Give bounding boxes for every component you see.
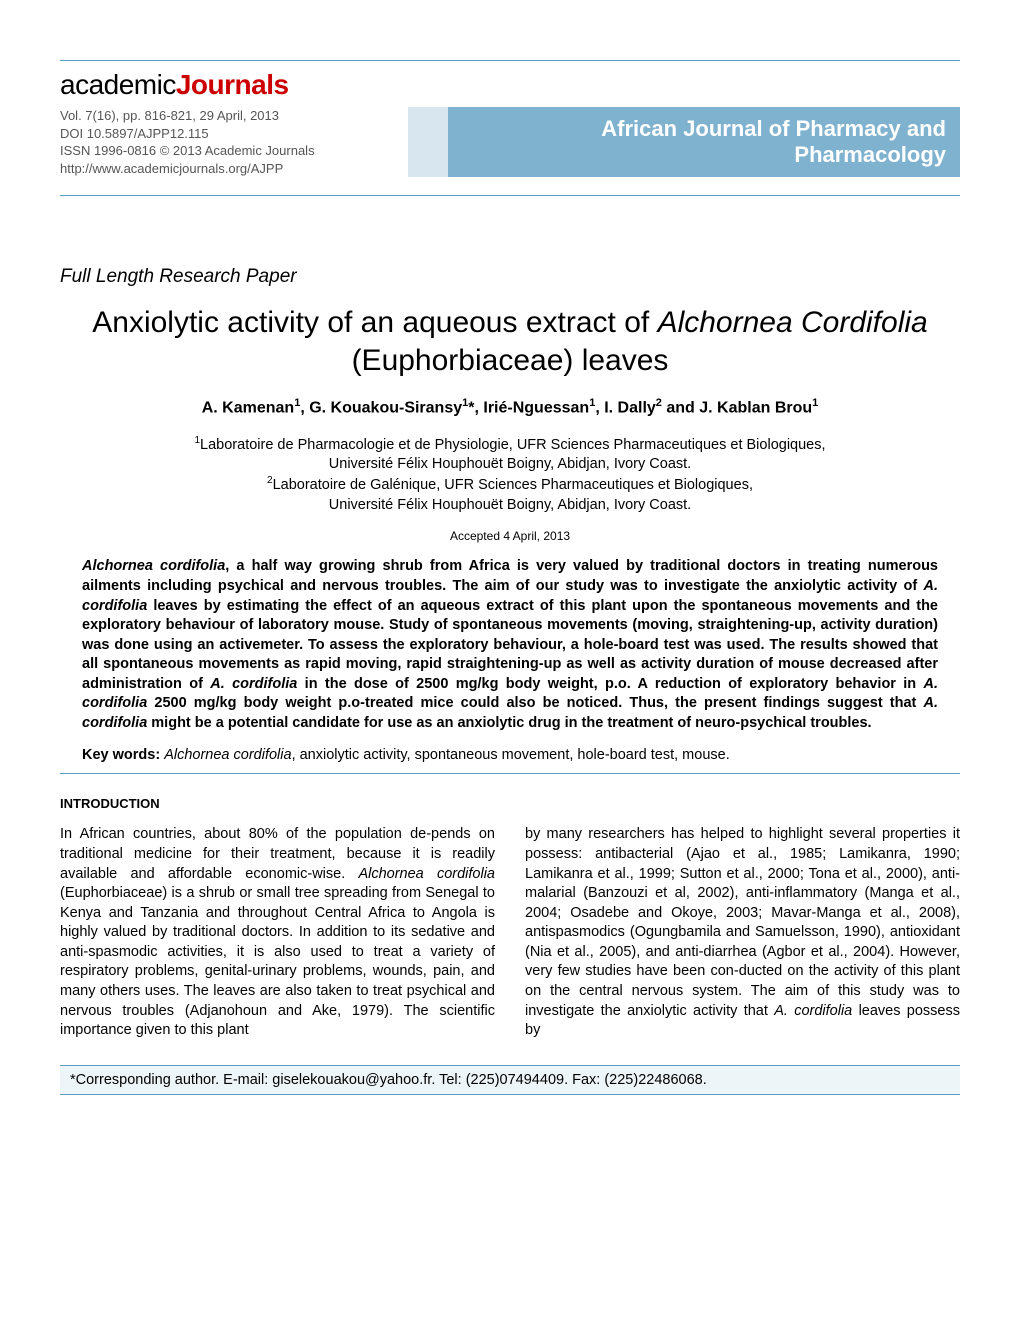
keywords-text: Alchornea cordifolia, anxiolytic activit… — [160, 747, 730, 763]
column-right: by many researchers has helped to highli… — [525, 825, 960, 1040]
keywords: Key words: Alchornea cordifolia, anxioly… — [82, 747, 938, 763]
journal-title-line2: Pharmacology — [456, 142, 946, 168]
logo-part1: academic — [60, 69, 176, 100]
keywords-label: Key words: — [82, 747, 160, 763]
corresponding-author: *Corresponding author. E-mail: giselekou… — [60, 1065, 960, 1095]
affiliation-1b: Université Félix Houphouët Boigny, Abidj… — [60, 455, 960, 475]
publisher-logo: academicJournals — [60, 69, 960, 101]
citation-meta: Vol. 7(16), pp. 816-821, 29 April, 2013 … — [60, 107, 408, 177]
affiliations: 1Laboratoire de Pharmacologie et de Phys… — [60, 434, 960, 516]
authors: A. Kamenan1, G. Kouakou-Siransy1*, Irié-… — [60, 397, 960, 417]
doi: DOI 10.5897/AJPP12.115 — [60, 125, 400, 143]
journal-title-box: African Journal of Pharmacy and Pharmaco… — [448, 107, 960, 177]
journal-title-line1: African Journal of Pharmacy and — [456, 116, 946, 142]
accepted-date: Accepted 4 April, 2013 — [60, 529, 960, 543]
article-title: Anxiolytic activity of an aqueous extrac… — [60, 304, 960, 379]
section-heading-introduction: INTRODUCTION — [60, 796, 960, 811]
affiliation-2b: Université Félix Houphouët Boigny, Abidj… — [60, 496, 960, 516]
column-left: In African countries, about 80% of the p… — [60, 825, 495, 1040]
volume-info: Vol. 7(16), pp. 816-821, 29 April, 2013 — [60, 107, 400, 125]
affiliation-2a: 2Laboratoire de Galénique, UFR Sciences … — [60, 474, 960, 495]
paper-type: Full Length Research Paper — [60, 266, 960, 288]
header-row: Vol. 7(16), pp. 816-821, 29 April, 2013 … — [60, 107, 960, 177]
body-columns: In African countries, about 80% of the p… — [60, 825, 960, 1040]
affiliation-1a: 1Laboratoire de Pharmacologie et de Phys… — [60, 434, 960, 455]
abstract: Alchornea cordifolia, a half way growing… — [82, 557, 938, 733]
journal-url: http://www.academicjournals.org/AJPP — [60, 160, 400, 178]
issn: ISSN 1996-0816 © 2013 Academic Journals — [60, 142, 400, 160]
logo-part2: Journals — [176, 69, 289, 100]
header-spacer — [408, 107, 448, 177]
